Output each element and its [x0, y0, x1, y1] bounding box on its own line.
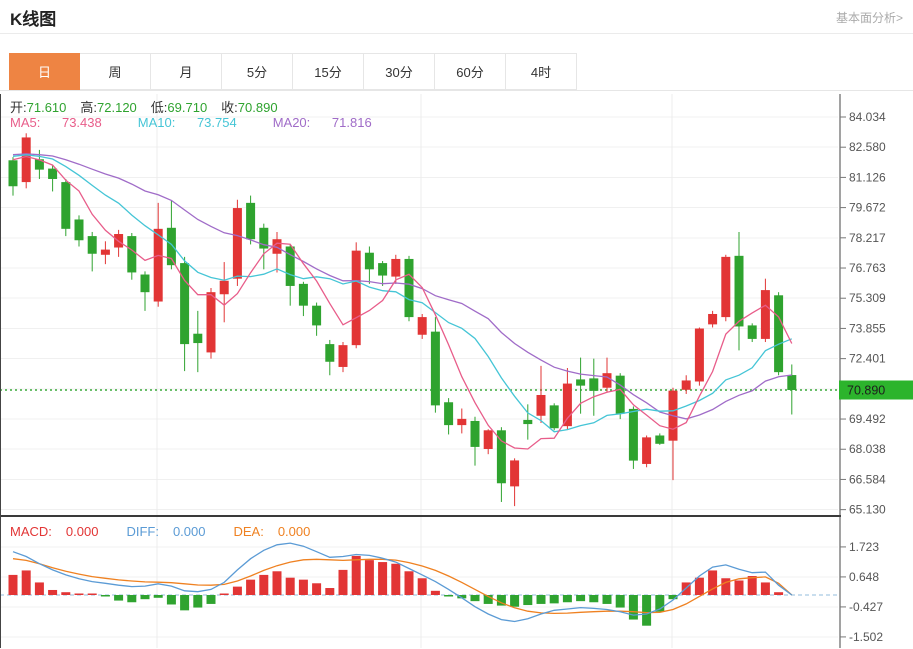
- y-axis-tick-label: 84.034: [849, 110, 886, 124]
- y-axis-tick-label: -1.502: [849, 630, 883, 644]
- diff-line: [12, 542, 793, 623]
- grid-lines: [0, 94, 838, 648]
- ma20-line: [12, 153, 792, 420]
- tab-30分[interactable]: 30分: [364, 53, 435, 90]
- y-axis-tick-label: 1.723: [849, 540, 879, 554]
- y-axis-tick-label: -0.427: [849, 600, 883, 614]
- widget-header: K线图 基本面分析>: [0, 0, 913, 34]
- y-axis-tick-label: 79.672: [849, 201, 886, 215]
- kline-macd-chart: 84.034 82.580 81.126 79.672 78.217 76.763 75.3…: [0, 94, 913, 648]
- current-price-tag: 70.890: [839, 380, 913, 400]
- current-price-tag-value: 70.890: [847, 384, 885, 398]
- y-axis-tick-label: 72.401: [849, 352, 886, 366]
- ma5-line: [12, 155, 793, 450]
- y-axis-tick-label: 81.126: [849, 170, 886, 184]
- period-tabbar: 日周月 5分 15分 30分 60分 4时: [0, 53, 913, 91]
- fundamental-analysis-link[interactable]: 基本面分析>: [835, 11, 903, 25]
- dea-line: [12, 558, 793, 615]
- tab-60分[interactable]: 60分: [435, 53, 506, 90]
- tab-5分[interactable]: 5分: [222, 53, 293, 90]
- tab-4时[interactable]: 4时: [506, 53, 577, 90]
- y-axis-tick-label: 0.648: [849, 570, 879, 584]
- y-axis-tick-label: 65.130: [849, 503, 886, 517]
- macd-histogram: [8, 555, 784, 626]
- tab-月[interactable]: 月: [151, 53, 222, 90]
- y-axis-tick-label: 73.855: [849, 321, 886, 335]
- y-axis: 84.034 82.580 81.126 79.672 78.217 76.763 75.3…: [0, 94, 886, 648]
- y-axis-tick-label: 75.309: [849, 291, 886, 305]
- chart-area: 84.034 82.580 81.126 79.672 78.217 76.763 75.3…: [0, 94, 913, 648]
- tab-15分[interactable]: 15分: [293, 53, 364, 90]
- ma-lines: [12, 153, 793, 450]
- macd-lines: [12, 542, 793, 623]
- y-axis-tick-label: 66.584: [849, 472, 886, 486]
- y-axis-tick-label: 68.038: [849, 442, 886, 456]
- y-axis-tick-label: 76.763: [849, 261, 886, 275]
- y-axis-tick-label: 69.492: [849, 412, 886, 426]
- ma10-line: [12, 154, 793, 433]
- y-axis-tick-label: 82.580: [849, 140, 886, 154]
- tab-周[interactable]: 周: [80, 53, 151, 90]
- y-axis-tick-label: 78.217: [849, 231, 886, 245]
- candles-layer: [8, 133, 797, 507]
- tab-日[interactable]: 日: [9, 53, 80, 90]
- page-title: K线图: [10, 10, 57, 29]
